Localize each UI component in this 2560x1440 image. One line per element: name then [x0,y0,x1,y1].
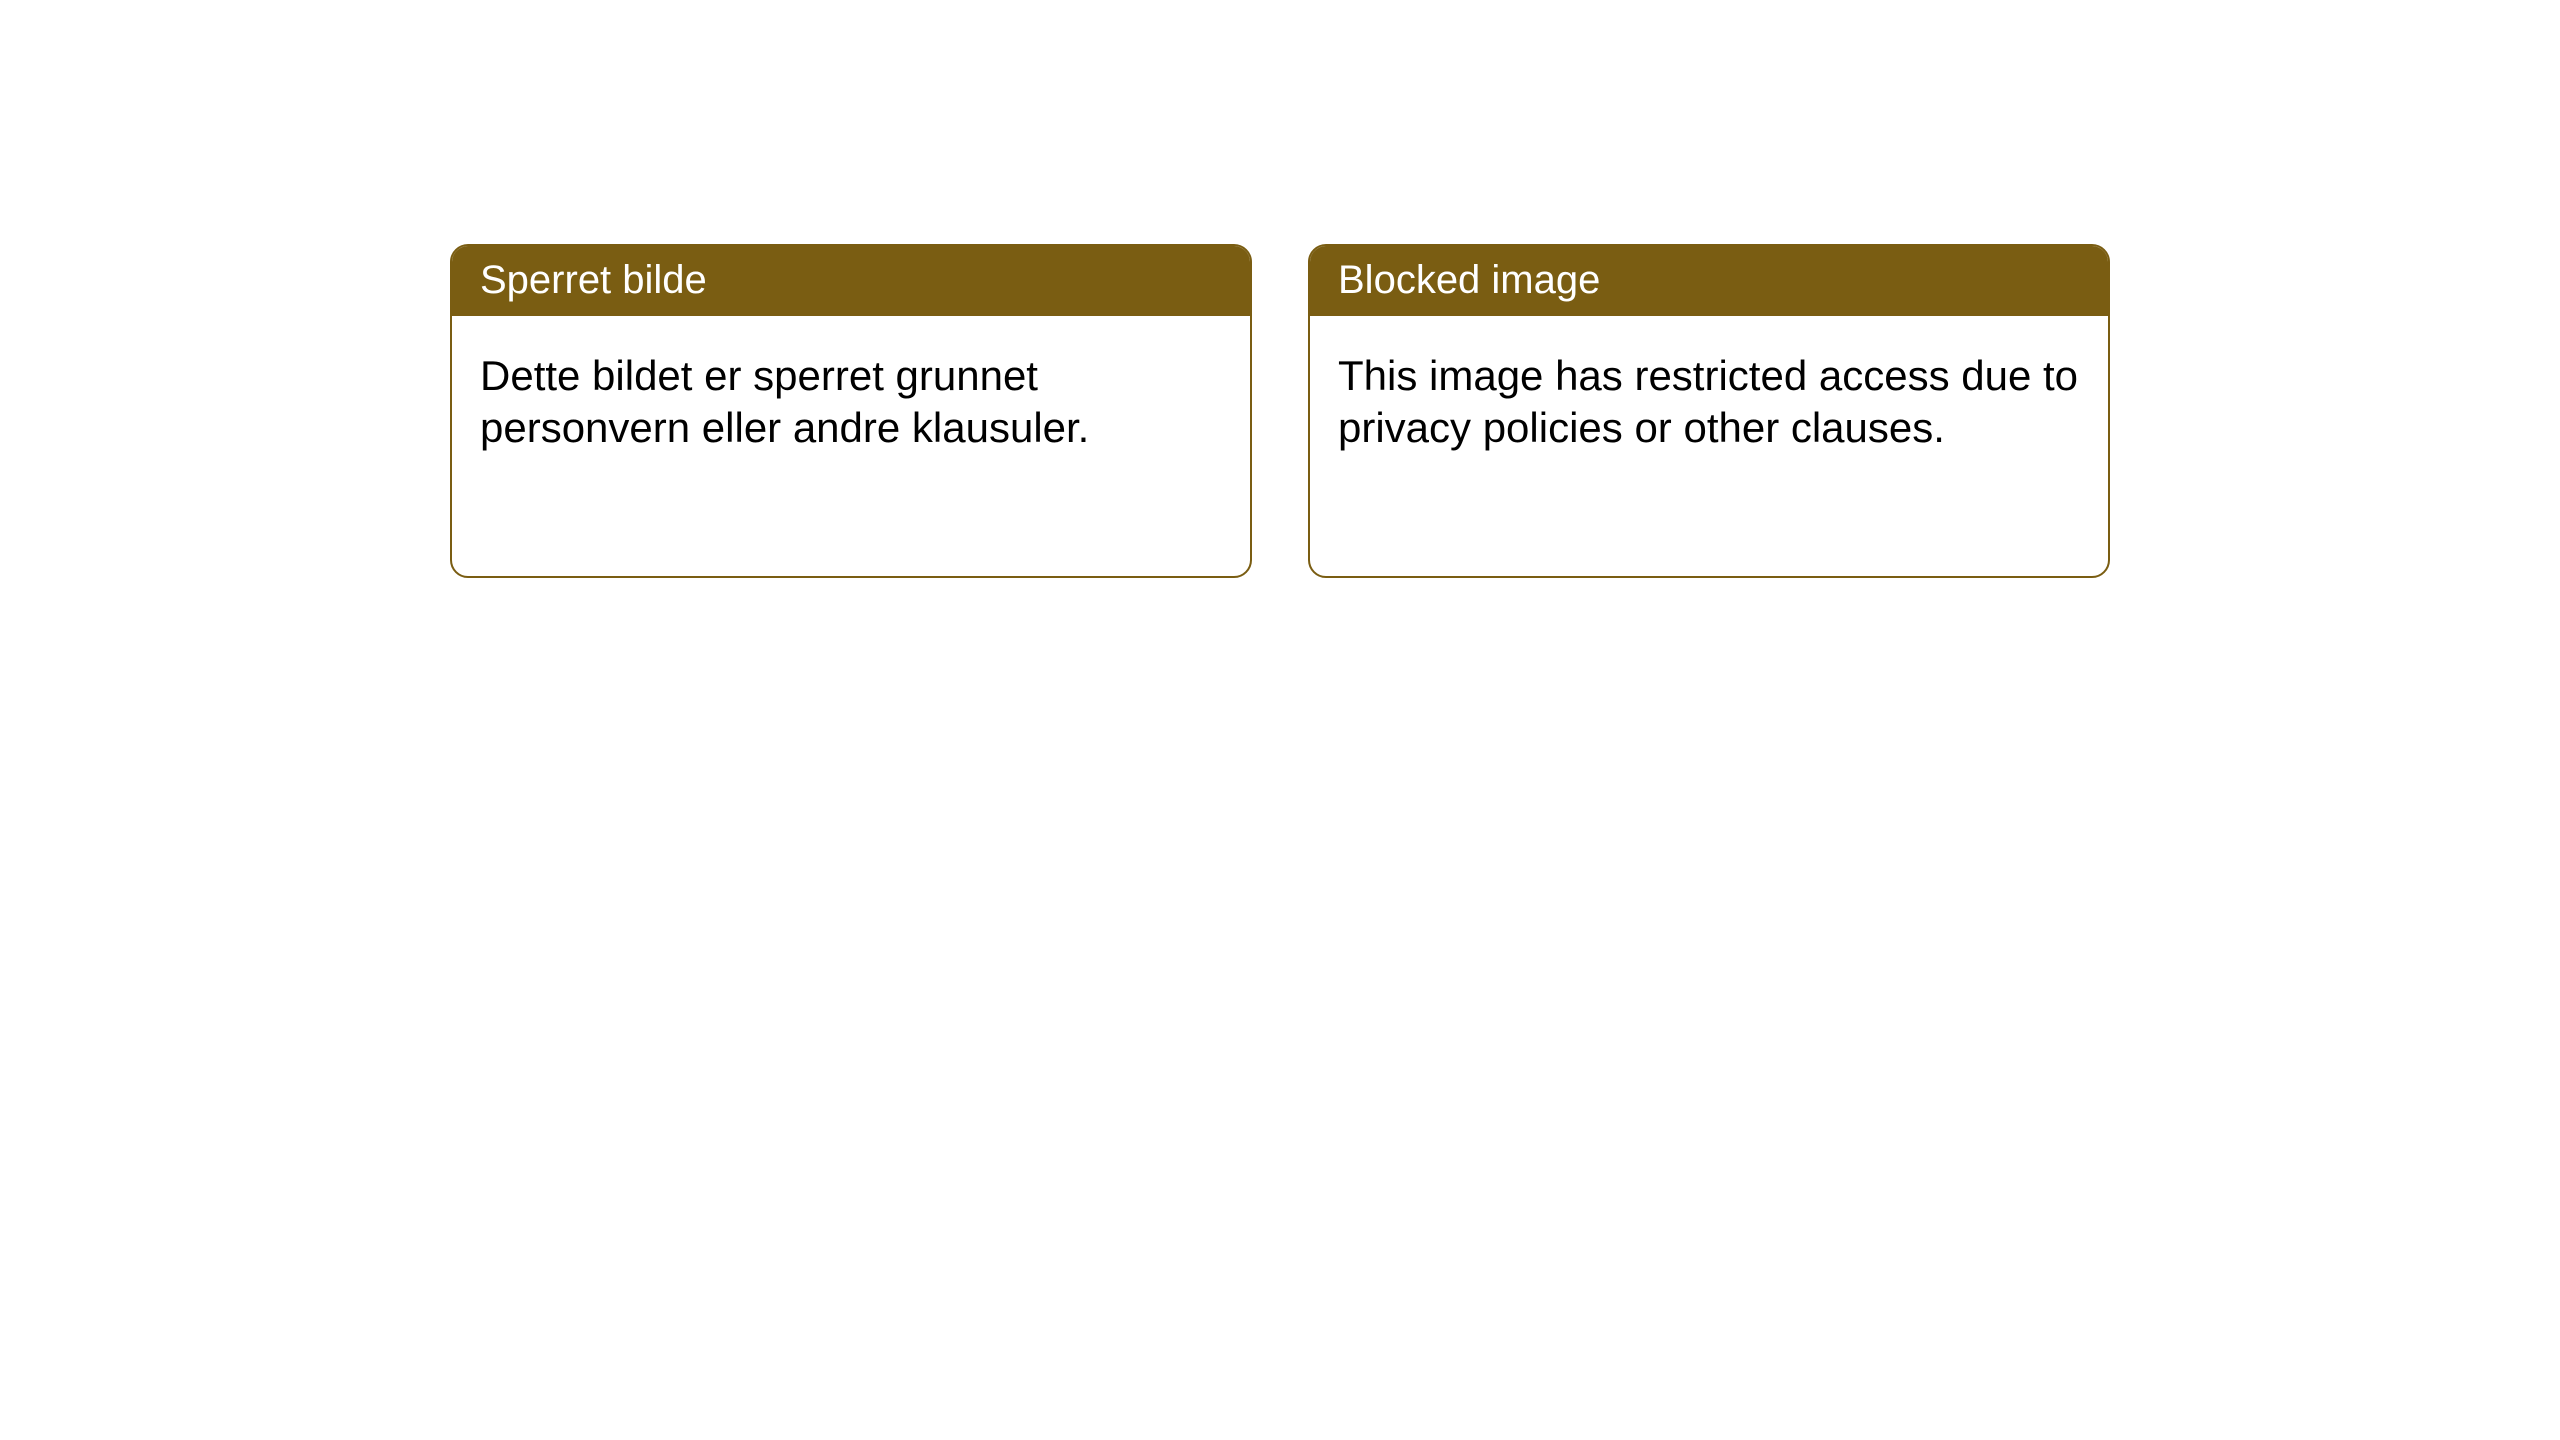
card-message: Dette bildet er sperret grunnet personve… [480,352,1089,451]
notice-card-english: Blocked image This image has restricted … [1308,244,2110,578]
card-title: Blocked image [1338,258,1600,302]
notice-container: Sperret bilde Dette bildet er sperret gr… [450,244,2110,578]
card-header: Blocked image [1310,246,2108,316]
card-body: Dette bildet er sperret grunnet personve… [452,316,1250,488]
card-body: This image has restricted access due to … [1310,316,2108,488]
card-title: Sperret bilde [480,258,707,302]
notice-card-norwegian: Sperret bilde Dette bildet er sperret gr… [450,244,1252,578]
card-message: This image has restricted access due to … [1338,352,2078,451]
card-header: Sperret bilde [452,246,1250,316]
